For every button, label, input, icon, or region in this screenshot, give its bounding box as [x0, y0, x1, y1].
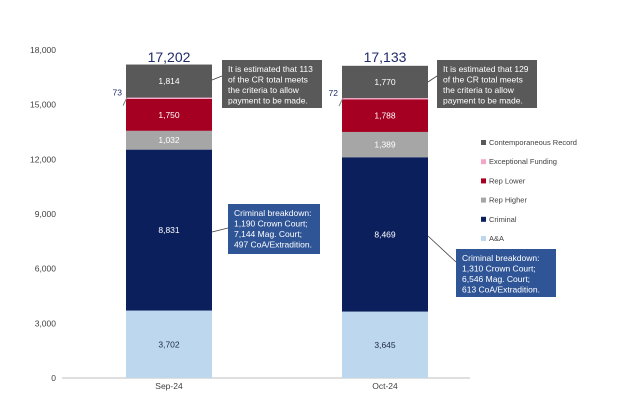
- legend-swatch: [481, 159, 486, 165]
- criminal-callout-sep-text: 1,190 Crown Court;: [234, 219, 308, 229]
- criminal-callout-sep-text: Criminal breakdown:: [234, 208, 311, 218]
- bar-segment: [342, 311, 428, 378]
- cr-callout-oct-text: the criteria to allow: [443, 85, 515, 95]
- cr-callout-oct-text: of the CR total meets: [443, 75, 523, 85]
- cr-callout-oct-text: payment to be made.: [443, 96, 523, 106]
- criminal-callout-sep-box: [228, 204, 320, 254]
- bar-segment: [342, 99, 428, 132]
- data-label: 1,770: [374, 77, 396, 87]
- criminal-callout-sep-text: 497 CoA/Extradition.: [234, 240, 312, 250]
- data-label: 3,645: [374, 340, 396, 350]
- callout-connector: [427, 235, 457, 263]
- bar-segment: [342, 98, 428, 100]
- criminal-callout-sep-text: 7,144 Mag. Court;: [234, 229, 302, 239]
- data-label: 73: [113, 88, 123, 98]
- criminal-callout-oct-text: 1,310 Crown Court;: [462, 264, 536, 274]
- bar-segment: [126, 130, 212, 150]
- y-tick-label: 6,000: [35, 264, 57, 274]
- bar-segment: [342, 131, 428, 158]
- data-label: 1,032: [158, 135, 180, 145]
- data-label: 8,831: [158, 225, 180, 235]
- bar-segment: [126, 98, 212, 131]
- x-tick-label: Sep-24: [155, 381, 183, 391]
- data-label: 3,702: [158, 339, 180, 349]
- y-tick-label: 12,000: [30, 154, 56, 164]
- leader-line: [122, 97, 128, 106]
- bar-segment: [126, 97, 212, 99]
- data-label: 72: [329, 88, 339, 98]
- data-label: 1,814: [158, 76, 180, 86]
- data-labels: 3,702 3,645 8,831 8,469 1,032 1,389 1,750 1,788…: [113, 49, 407, 350]
- legend-swatch: [481, 216, 486, 222]
- total-label: 17,133: [364, 49, 407, 65]
- cr-callout-sep-text: It is estimated that 113: [228, 64, 313, 74]
- y-tick-label: 3,000: [35, 318, 57, 328]
- legend-swatch: [481, 236, 486, 241]
- x-tick-label: Oct-24: [372, 381, 398, 391]
- cr-callout-sep-box: [222, 60, 322, 108]
- legend-label: Exceptional Funding: [489, 157, 557, 166]
- leader-line: [338, 97, 344, 107]
- bar-segment: [126, 310, 212, 378]
- cr-callout-sep-text: the criteria to allow: [228, 85, 300, 95]
- bars: [126, 64, 428, 378]
- data-label: 1,788: [374, 111, 396, 121]
- data-label: 1,750: [158, 110, 180, 120]
- callout-connector: [427, 75, 438, 83]
- data-label: 8,469: [374, 229, 396, 239]
- legend: Contemporaneous Record Exceptional Fundin…: [481, 138, 577, 243]
- cr-callout-sep-text: payment to be made.: [228, 96, 308, 106]
- criminal-callout-oct-text: 6,546 Mag. Court;: [462, 274, 530, 284]
- legend-label: Criminal: [489, 215, 517, 224]
- legend-swatch: [481, 178, 486, 184]
- legend-label: A&A: [489, 234, 504, 243]
- cr-callout-oct-text: It is estimated that 129: [443, 64, 529, 74]
- bar-segment: [126, 149, 212, 311]
- callout-connector: [211, 227, 229, 233]
- cr-callout-sep-text: of the CR total meets: [228, 75, 308, 85]
- legend-label: Rep Lower: [489, 176, 526, 185]
- legend-label: Rep Higher: [489, 196, 527, 205]
- total-label: 17,202: [148, 49, 191, 65]
- cr-callout-oct-box: [437, 60, 537, 108]
- criminal-callout-oct-text: 613 CoA/Extradition.: [462, 285, 540, 295]
- legend-swatch: [481, 140, 486, 145]
- y-tick-label: 15,000: [30, 100, 56, 110]
- criminal-callout-oct-text: Criminal breakdown:: [462, 253, 539, 263]
- legend-label: Contemporaneous Record: [489, 138, 577, 147]
- data-label: 1,389: [374, 140, 396, 150]
- y-tick-label: 9,000: [35, 209, 57, 219]
- y-tick-label: 18,000: [30, 45, 56, 55]
- legend-swatch: [481, 197, 486, 203]
- bar-segment: [342, 65, 428, 99]
- bar-segment: [342, 157, 428, 312]
- bar-segment: [126, 64, 212, 98]
- callout-connector: [211, 75, 223, 81]
- y-tick-label: 0: [51, 373, 56, 383]
- criminal-callout-oct-box: [456, 249, 556, 297]
